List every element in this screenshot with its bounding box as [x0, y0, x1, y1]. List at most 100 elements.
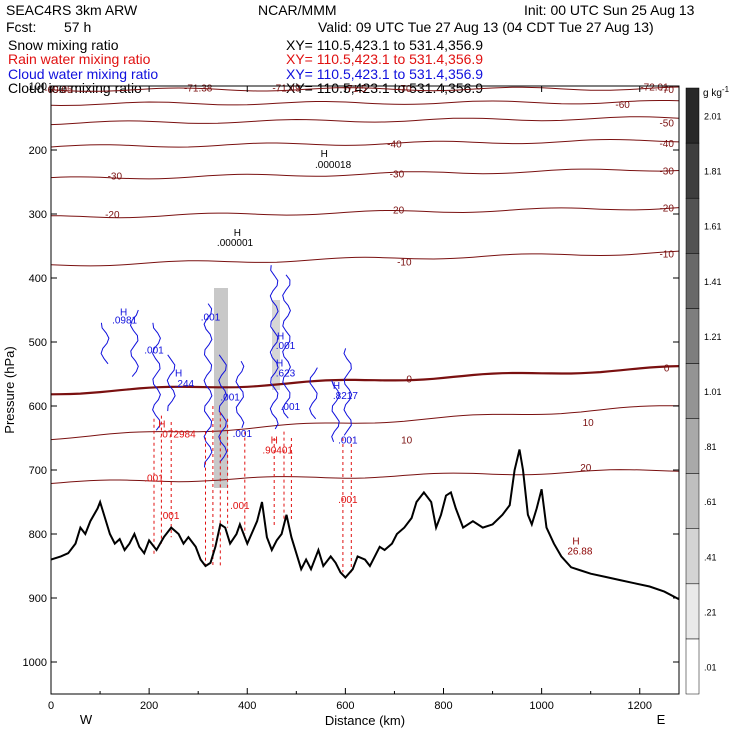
- x-tick-label: 800: [434, 700, 452, 712]
- maximum-marker: H: [175, 369, 182, 380]
- valid-time: Valid: 09 UTC Tue 27 Aug 13 (04 CDT Tue …: [318, 19, 654, 35]
- x-axis: 0 200 400 600 800 1000 1200: [48, 86, 652, 712]
- isotherm-label: -20: [105, 210, 120, 221]
- contour-value-label: .001: [230, 501, 250, 512]
- x-tick-label: 1000: [529, 700, 553, 712]
- cloud-water-contour: [218, 354, 228, 463]
- field-rain-xy: XY= 110.5,423.1 to 531.4,356.9: [286, 51, 484, 67]
- cloud-water-contour: [100, 322, 110, 365]
- isotherm-label: -60: [615, 100, 630, 111]
- isotherm-line: [50, 405, 680, 441]
- isotherm-label: -50: [659, 119, 674, 130]
- contour-value-label: .001: [233, 429, 253, 440]
- isotherm-label: -71.38: [184, 83, 213, 94]
- isotherm-label: -71.49: [272, 83, 301, 94]
- colorbar-swatch: [685, 418, 700, 474]
- precip-contours: [100, 265, 353, 573]
- annotation-layer: -69.05 -71.38 -71.49 -71.5 -70 -72.01-70-60-5…: [44, 83, 674, 558]
- cloud-water-contour: [129, 309, 139, 377]
- cloud-water-contour: [309, 367, 318, 420]
- y-tick-label: 100: [29, 81, 47, 93]
- contour-value-label: .000001: [217, 238, 254, 249]
- isotherm-label: -72.01: [640, 83, 669, 94]
- y-tick-label: 1000: [23, 657, 47, 669]
- colorbar-level-label: .01: [704, 663, 717, 673]
- init-time: Init: 00 UTC Sun 25 Aug 13: [524, 2, 695, 18]
- isotherm-line: [50, 469, 680, 484]
- x-tick-label: 0: [48, 700, 54, 712]
- contour-value-label: .001: [160, 511, 180, 522]
- isotherm-label: -20: [659, 204, 674, 215]
- isotherm-label: -20: [390, 206, 405, 217]
- plot-frame: [50, 85, 680, 695]
- colorbar-level-label: 1.21: [704, 332, 722, 342]
- isotherm-label: -70: [659, 85, 674, 96]
- colorbar: .01 .21 .41 .61 .81 1.01 1.21 1.41 1.61 1.81 2.01: [685, 87, 722, 695]
- colorbar-swatch: [685, 142, 700, 199]
- field-rain-label: Rain water mixing ratio: [8, 51, 151, 67]
- isotherm-line: [50, 100, 680, 107]
- contour-value-label: .001: [338, 435, 358, 446]
- model-title: SEAC4RS 3km ARW: [6, 2, 138, 18]
- colorbar-level-label: 1.41: [704, 277, 722, 287]
- y-tick-label: 900: [29, 593, 47, 605]
- colorbar-level-label: .21: [704, 607, 717, 617]
- colorbar-swatch: [685, 363, 700, 419]
- contour-value-label: .623: [276, 369, 296, 380]
- terrain-layer: [50, 449, 680, 601]
- contour-value-label: .072984: [160, 430, 197, 441]
- y-axis-label: Pressure (hPa): [2, 346, 17, 433]
- field-ice-xy: XY= 110.5,423.1 to 531.4,356.9: [286, 80, 484, 96]
- cloud-water-contour: [282, 274, 291, 419]
- x-tick-label: 400: [238, 700, 256, 712]
- isotherm-label: -69.05: [44, 85, 73, 96]
- contour-value-label: .000018: [315, 160, 352, 171]
- isotherm-line: [50, 250, 680, 267]
- colorbar-swatch: [685, 308, 700, 364]
- x-tick-label: 200: [140, 700, 158, 712]
- isotherm-label: 10: [583, 418, 595, 429]
- field-cloud-label: Cloud water mixing ratio: [8, 66, 159, 82]
- x-axis-label: Distance (km): [325, 713, 405, 728]
- isotherm-label: 20: [580, 463, 592, 474]
- maximum-marker: H: [271, 435, 278, 446]
- cloud-water-contour: [152, 322, 161, 431]
- maximum-marker: H: [276, 359, 283, 370]
- forecast-label: Fcst:: [6, 19, 37, 35]
- contour-value-label: .8217: [333, 391, 358, 402]
- contour-value-label: .001: [338, 495, 358, 506]
- cloud-water-contour: [331, 380, 340, 442]
- forecast-hours: 57 h: [64, 19, 92, 35]
- isotherm-label: -30: [108, 172, 123, 183]
- colorbar-swatch: [685, 473, 700, 529]
- isotherm-label: -10: [659, 250, 674, 261]
- colorbar-level-label: .61: [704, 497, 717, 507]
- y-tick-label: 600: [29, 401, 47, 413]
- contour-value-label: .244: [175, 379, 195, 390]
- isotherm-line: [50, 138, 680, 148]
- cloud-water-contour: [235, 360, 245, 428]
- colorbar-level-label: 1.61: [704, 222, 722, 232]
- y-tick-label: 800: [29, 529, 47, 541]
- colorbar-level-label: 2.01: [704, 112, 722, 122]
- cloud-water-contour: [203, 303, 213, 468]
- field-snow-xy: XY= 110.5,423.1 to 531.4,356.9: [286, 37, 484, 53]
- maximum-marker: H: [277, 332, 284, 343]
- isotherm-line: [50, 207, 680, 219]
- cloud-ice-shading: [272, 300, 280, 390]
- colorbar-swatch: [685, 583, 700, 640]
- cloud-water-contour: [166, 354, 176, 412]
- maximum-marker: H: [234, 228, 241, 239]
- colorbar-swatch: [685, 197, 700, 254]
- y-tick-label: 200: [29, 145, 47, 157]
- contour-value-label: .0981: [112, 316, 137, 327]
- contour-value-label: .001: [220, 392, 240, 403]
- colorbar-swatch: [685, 87, 700, 144]
- contour-value-label: .001: [201, 312, 221, 323]
- colorbar-level-label: 1.81: [704, 167, 722, 177]
- contour-value-label: .90401: [262, 446, 293, 457]
- east-end-label: E: [657, 712, 666, 727]
- maximum-marker: H: [321, 149, 328, 160]
- contour-value-label: .001: [276, 341, 296, 352]
